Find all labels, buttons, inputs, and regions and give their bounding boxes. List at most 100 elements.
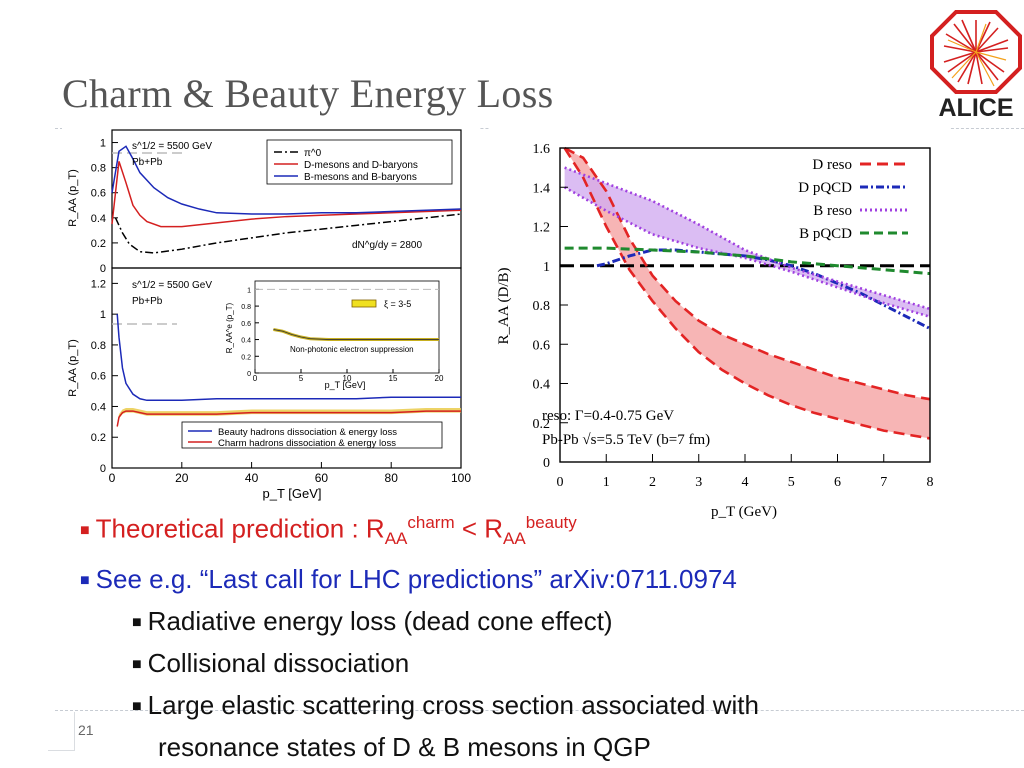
bottom-ytick-label: 1 (100, 309, 106, 321)
bottom-panel-energy-label: s^1/2 = 5500 GeV (132, 280, 212, 291)
bullet-resonance-states: resonance states of D & B mesons in QGP (158, 731, 651, 762)
inset-ytick-label: 0.8 (241, 304, 251, 311)
square-bullet-icon: ■ (132, 613, 142, 631)
top-series-line (114, 213, 462, 254)
top-panel-ylabel: R_AA (p_T) (67, 169, 79, 226)
inset-xtick-label: 20 (435, 374, 444, 383)
right-xtick-label: 1 (603, 475, 610, 490)
top-ytick-label: 0.6 (91, 188, 106, 200)
right-xtick-label: 4 (742, 475, 749, 490)
right-chart: 0 1 2 3 4 5 6 7 8 0 0.2 0.4 0.6 0.8 1 1.2 1.4 1.6 D reso D… (490, 128, 950, 528)
bottom-legend-label: Charm hadrons dissociation & energy loss (218, 438, 396, 449)
top-panel: 0 0.2 0.4 0.6 0.8 1 s^1/2 = 5500 GeV Pb+Pb dN… (67, 129, 462, 275)
top-legend-label: B-mesons and B-baryons (304, 172, 417, 183)
bottom-series-line (116, 410, 461, 427)
top-ytick-label: 1 (100, 138, 106, 150)
right-xtick-label: 8 (927, 475, 934, 490)
bottom-xtick-label: 20 (175, 471, 189, 485)
inset-caption: Non-photonic electron suppression (290, 345, 414, 354)
right-ytick-label: 1.4 (533, 181, 551, 196)
bullet-list: ■ Theoretical prediction : RAAcharm < RAA… (80, 503, 1010, 767)
inset-ytick-label: 0.6 (241, 321, 251, 328)
inset-ytick-label: 1 (247, 287, 251, 294)
top-ytick-label: 0.4 (91, 213, 106, 225)
right-ytick-label: 0.6 (533, 338, 551, 353)
right-xtick-label: 7 (880, 475, 887, 490)
bottom-xtick-label: 0 (109, 471, 116, 485)
right-xtick-label: 5 (788, 475, 795, 490)
right-xtick-label: 3 (695, 475, 702, 490)
right-band-edge (564, 146, 931, 401)
logo-text: ALICE (939, 94, 1014, 122)
bottom-ytick-label: 0.2 (91, 432, 106, 444)
right-ytick-label: 0.2 (533, 417, 551, 432)
top-ytick-label: 0.2 (91, 238, 106, 250)
slide-title: Charm & Beauty Energy Loss (62, 71, 554, 116)
right-band-edge (563, 147, 931, 440)
square-bullet-icon: ■ (80, 571, 90, 589)
inset-xi-label: ξ = 3-5 (384, 299, 411, 309)
bullet-reference: ■ See e.g. “Last call for LHC predictions… (80, 563, 737, 594)
bottom-panel-ylabel: R_AA (p_T) (67, 339, 79, 396)
inset-xtick-label: 15 (389, 374, 398, 383)
bottom-ytick-label: 0.4 (91, 401, 106, 413)
right-band-fill (564, 167, 930, 317)
bottom-xtick-label: 60 (315, 471, 329, 485)
bottom-xtick-label: 100 (451, 471, 471, 485)
inset-xlabel: p_T [GeV] (325, 380, 366, 390)
square-bullet-icon: ■ (132, 697, 142, 715)
right-xtick-label: 0 (557, 475, 564, 490)
right-band-fill (564, 148, 930, 439)
right-legend-label: B pQCD (799, 226, 852, 242)
inset-ylabel: R_AA^e (p_T) (225, 302, 234, 353)
top-series-line (111, 161, 462, 228)
bottom-ytick-label: 1.2 (91, 278, 106, 290)
bottom-panel-system-label: Pb+Pb (132, 296, 163, 307)
page-number-box: 21 (48, 712, 94, 751)
right-series-line (564, 246, 931, 276)
bottom-ytick-label: 0 (100, 463, 106, 475)
bottom-legend (181, 421, 443, 449)
top-legend-label: D-mesons and D-baryons (304, 160, 418, 171)
right-ytick-label: 1 (543, 260, 550, 275)
top-series-line (111, 145, 462, 215)
right-ytick-label: 0.8 (533, 299, 551, 314)
inset-ytick-label: 0.2 (241, 354, 251, 361)
inset-xtick-label: 5 (299, 374, 304, 383)
right-xlabel: p_T (GeV) (711, 504, 777, 520)
top-panel-gluon-density: dN^g/dy = 2800 (352, 240, 422, 251)
right-ylabel: R_AA (D/B) (496, 267, 512, 344)
inset-xtick-label: 0 (253, 374, 258, 383)
bullet-elastic-scattering: ■ Large elastic scattering cross section … (132, 689, 759, 720)
bottom-panel: 00.20.40.60.811.2 0 20 40 60 80 100 s^1/2 = 5… (67, 267, 471, 501)
bottom-panel-frame (111, 267, 462, 469)
footer-divider (55, 710, 1024, 711)
right-ytick-label: 1.2 (533, 221, 551, 236)
bottom-panel-xlabel: p_T [GeV] (262, 486, 321, 501)
bottom-xtick-label: 40 (245, 471, 259, 485)
right-legend-label: D pQCD (798, 180, 852, 196)
bullet-collisional: ■ Collisional dissociation (132, 647, 410, 678)
inset-chart: 0 5 10 15 20 0 0.2 0.4 0.6 0.8 1 ξ = 3-5 Non-photo… (225, 280, 444, 390)
bottom-ytick-label: 0.8 (91, 340, 106, 352)
bottom-legend-label: Beauty hadrons dissociation & energy los… (218, 427, 397, 438)
inset-curve (273, 329, 439, 340)
inset-ytick-label: 0 (247, 371, 251, 378)
left-charts: 0 0.2 0.4 0.6 0.8 1 s^1/2 = 5500 GeV Pb+Pb dN… (62, 128, 480, 506)
top-panel-system-label: Pb+Pb (132, 157, 163, 168)
right-annotation-system: Pb-Pb √s=5.5 TeV (b=7 fm) (542, 432, 710, 448)
right-xtick-label: 6 (834, 475, 841, 490)
bottom-series-line (116, 314, 461, 402)
bullet-theoretical-prediction: ■ Theoretical prediction : RAAcharm < RAA… (80, 513, 577, 548)
right-legend-label: D reso (812, 157, 852, 173)
right-annotation-reso: reso: Γ=0.4-0.75 GeV (542, 408, 674, 424)
square-bullet-icon: ■ (80, 521, 90, 539)
top-ytick-label: 0.8 (91, 163, 106, 175)
page-number: 21 (78, 722, 94, 738)
inset-ytick-label: 0.4 (241, 338, 251, 345)
bottom-xtick-label: 80 (385, 471, 399, 485)
inset-band-swatch (351, 299, 377, 308)
bottom-ytick-label: 0.6 (91, 371, 106, 383)
right-band-edge (563, 186, 931, 319)
square-bullet-icon: ■ (132, 655, 142, 673)
